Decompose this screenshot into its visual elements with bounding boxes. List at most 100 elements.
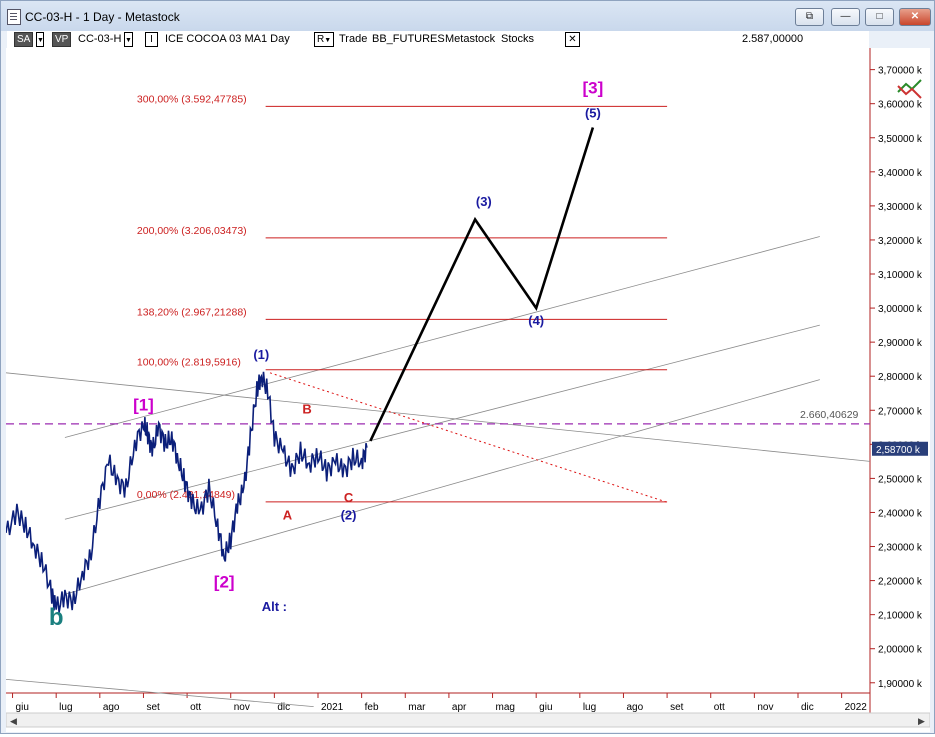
wave-label: [1] bbox=[133, 395, 154, 414]
y-tick-label: 2,20000 k bbox=[878, 577, 923, 588]
wave-label: (4) bbox=[528, 313, 544, 328]
minimize-button[interactable]: — bbox=[831, 8, 860, 26]
x-tick-label: ago bbox=[103, 702, 120, 713]
wave-label: (5) bbox=[585, 105, 601, 120]
current-price-label: 2,58700 k bbox=[876, 445, 921, 456]
wave-label: [2] bbox=[214, 572, 235, 591]
title-bar[interactable]: CC-03-H - 1 Day - Metastock ⧉ — □ ✕ bbox=[1, 1, 934, 31]
x-tick-label: feb bbox=[365, 702, 379, 713]
close-window-button[interactable]: ✕ bbox=[899, 8, 931, 26]
trend-line bbox=[5, 678, 314, 708]
source-label: BB_FUTURES bbox=[372, 33, 445, 45]
chevron-down-icon: ▼ bbox=[324, 37, 332, 44]
instrument-name: ICE COCOA 03 MA bbox=[165, 33, 261, 45]
horizontal-scrollbar[interactable] bbox=[5, 712, 931, 728]
x-tick-label: ago bbox=[626, 702, 643, 713]
chart-window-icon bbox=[7, 9, 21, 25]
wave-label: A bbox=[283, 507, 293, 522]
period-selector[interactable]: 1 Day bbox=[261, 33, 290, 45]
trend-line bbox=[64, 324, 820, 520]
trend-line bbox=[5, 372, 871, 462]
x-tick-label: mag bbox=[496, 702, 515, 713]
x-tick-label: lug bbox=[59, 702, 72, 713]
metastock-label: Metastock bbox=[445, 33, 496, 45]
trend-line bbox=[64, 236, 820, 438]
x-tick-label: nov bbox=[757, 702, 773, 713]
r-toggle-label: R bbox=[317, 34, 325, 45]
trend-tool-icon[interactable] bbox=[897, 85, 922, 99]
y-tick-label: 2,90000 k bbox=[878, 338, 923, 349]
y-tick-label: 3,60000 k bbox=[878, 100, 923, 111]
wave-label: (2) bbox=[341, 507, 357, 522]
r-toggle[interactable]: R▼ bbox=[314, 32, 335, 47]
y-tick-label: 3,50000 k bbox=[878, 134, 923, 145]
y-tick-label: 2,00000 k bbox=[878, 645, 923, 656]
trend-tool-icon[interactable] bbox=[897, 79, 922, 93]
x-tick-label: ott bbox=[190, 702, 201, 713]
x-tick-label: giu bbox=[16, 702, 29, 713]
wave-label: [3] bbox=[583, 78, 604, 97]
x-tick-label: mar bbox=[408, 702, 426, 713]
y-tick-label: 2,10000 k bbox=[878, 611, 923, 622]
sa-toggle[interactable]: SA bbox=[14, 32, 34, 47]
vp-toggle[interactable]: VP bbox=[52, 32, 72, 47]
last-price: 2.587,00000 bbox=[742, 33, 804, 45]
y-tick-label: 2,40000 k bbox=[878, 508, 923, 519]
x-tick-label: giu bbox=[539, 702, 552, 713]
x-tick-label: 2021 bbox=[321, 702, 344, 713]
instrument-toggle[interactable]: I bbox=[145, 32, 158, 47]
price-series-line bbox=[5, 371, 368, 613]
chart-area[interactable]: 3,70000 k 3,60000 k 3,50000 k 3,40000 k 3,30… bbox=[5, 48, 931, 732]
x-tick-label: set bbox=[146, 702, 160, 713]
dashed-level-label: 2.660,40629 bbox=[800, 409, 859, 421]
current-price-box bbox=[872, 441, 928, 456]
wave-label: B bbox=[302, 402, 311, 417]
fib-level-label: 100,00% (2.819,5916) bbox=[137, 357, 241, 369]
x-tick-label: dic bbox=[277, 702, 290, 713]
wave-label: (1) bbox=[253, 347, 269, 362]
fib-level-label: 200,00% (3.206,03473) bbox=[137, 225, 247, 237]
wave-label: C bbox=[344, 490, 354, 505]
trade-label: Trade bbox=[339, 33, 368, 45]
symbol-label[interactable]: CC-03-H bbox=[78, 33, 122, 45]
x-tick-label: set bbox=[670, 702, 684, 713]
scroll-left-icon: ◀ bbox=[10, 716, 17, 726]
window-title: CC-03-H - 1 Day - Metastock bbox=[25, 10, 180, 24]
y-tick-label: 3,70000 k bbox=[878, 66, 923, 77]
y-tick-label: 3,00000 k bbox=[878, 304, 923, 315]
symbol-dropdown[interactable]: ▼ bbox=[124, 32, 133, 47]
maximize-button[interactable]: □ bbox=[865, 8, 894, 26]
y-tick-label: 2,50000 k bbox=[878, 474, 923, 485]
sa-dropdown[interactable]: ▼ bbox=[36, 32, 44, 47]
fib-level-label: 300,00% (3.592,47785) bbox=[137, 93, 247, 105]
wave-label: (3) bbox=[476, 194, 492, 209]
y-tick-label: 2,80000 k bbox=[878, 372, 923, 383]
chart-toolbar: SA ▼ VP CC-03-H ▼ I ICE COCOA 03 MA 1 Da… bbox=[7, 31, 869, 49]
x-tick-label: lug bbox=[583, 702, 596, 713]
x-tick-label: ott bbox=[714, 702, 725, 713]
y-tick-label: 2,30000 k bbox=[878, 543, 923, 554]
chevron-down-icon: ▼ bbox=[125, 37, 132, 44]
fib-level-label: 0,00% (2.431,14849) bbox=[137, 489, 235, 501]
stocks-label: Stocks bbox=[501, 33, 535, 45]
x-tick-label: 2022 bbox=[845, 702, 868, 713]
y-tick-label: 3,10000 k bbox=[878, 270, 923, 281]
close-instrument-button[interactable]: ✕ bbox=[565, 32, 580, 47]
projection-path bbox=[369, 127, 595, 442]
price-chart[interactable]: 3,70000 k 3,60000 k 3,50000 k 3,40000 k 3,30… bbox=[5, 48, 931, 732]
chevron-down-icon: ▼ bbox=[37, 37, 44, 44]
y-tick-label: 1,90000 k bbox=[878, 679, 923, 690]
x-tick-label: apr bbox=[452, 702, 467, 713]
y-tick-label: 3,40000 k bbox=[878, 168, 923, 179]
x-tick-label: dic bbox=[801, 702, 814, 713]
wave-label: b bbox=[49, 604, 64, 631]
y-tick-label: 3,20000 k bbox=[878, 236, 923, 247]
red-dotted-line bbox=[269, 372, 668, 503]
x-tick-label: nov bbox=[234, 702, 250, 713]
scroll-right-icon: ▶ bbox=[918, 716, 925, 726]
wave-label: Alt : bbox=[262, 599, 287, 614]
restore-layout-button[interactable]: ⧉ bbox=[795, 8, 824, 26]
y-tick-label: 2,70000 k bbox=[878, 406, 923, 417]
y-tick-label: 3,30000 k bbox=[878, 202, 923, 213]
trend-line bbox=[64, 379, 820, 595]
